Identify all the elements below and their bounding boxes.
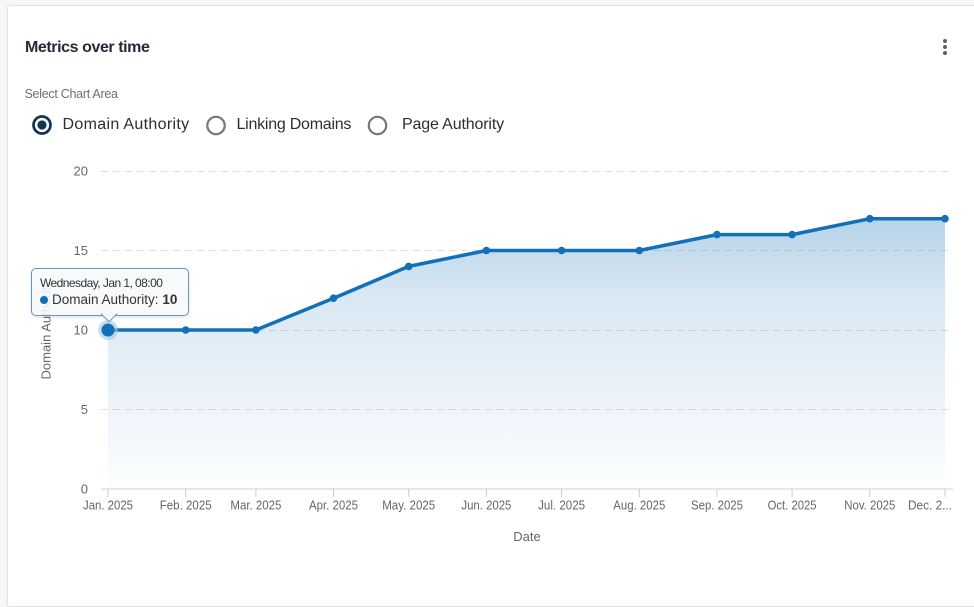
svg-text:0: 0 bbox=[81, 482, 88, 497]
svg-text:10: 10 bbox=[74, 323, 88, 338]
svg-text:Date: Date bbox=[513, 529, 540, 544]
svg-text:15: 15 bbox=[74, 243, 88, 258]
svg-text:20: 20 bbox=[74, 164, 88, 179]
svg-text:Mar. 2025: Mar. 2025 bbox=[230, 498, 281, 513]
svg-text:Sep. 2025: Sep. 2025 bbox=[691, 498, 743, 513]
svg-text:Dec. 2...: Dec. 2... bbox=[908, 498, 952, 513]
svg-text:Jan. 2025: Jan. 2025 bbox=[83, 498, 133, 513]
svg-text:Jul. 2025: Jul. 2025 bbox=[538, 498, 585, 513]
svg-text:Oct. 2025: Oct. 2025 bbox=[768, 498, 817, 513]
svg-text:5: 5 bbox=[81, 402, 88, 417]
svg-text:Aug. 2025: Aug. 2025 bbox=[613, 498, 665, 513]
svg-text:Feb. 2025: Feb. 2025 bbox=[160, 498, 212, 513]
svg-text:Jun. 2025: Jun. 2025 bbox=[461, 498, 511, 513]
svg-text:Nov. 2025: Nov. 2025 bbox=[844, 498, 895, 513]
svg-text:May. 2025: May. 2025 bbox=[382, 498, 435, 513]
svg-text:Apr. 2025: Apr. 2025 bbox=[309, 498, 358, 513]
